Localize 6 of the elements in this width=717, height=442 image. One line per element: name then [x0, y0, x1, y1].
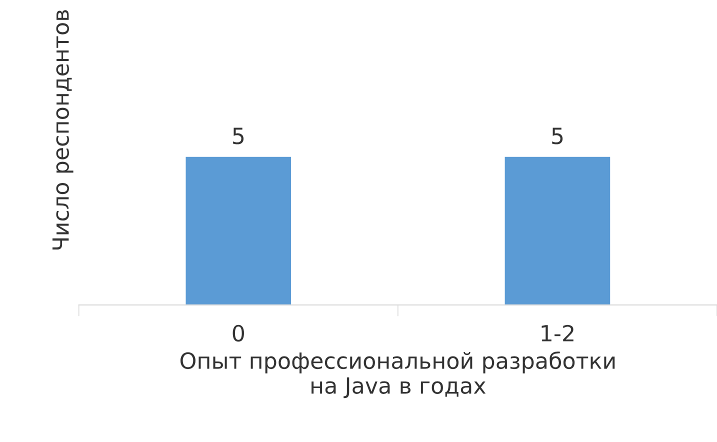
data-label: 5 — [552, 128, 563, 144]
data-label: 5 — [233, 128, 244, 144]
y-axis-title: Число респондентов — [52, 10, 74, 250]
x-tick-label: 0 — [232, 324, 244, 342]
x-tick-label: 1-2 — [542, 324, 574, 342]
x-axis-title: Опыт профессиональной разработки на Java в годах — [180, 351, 615, 398]
